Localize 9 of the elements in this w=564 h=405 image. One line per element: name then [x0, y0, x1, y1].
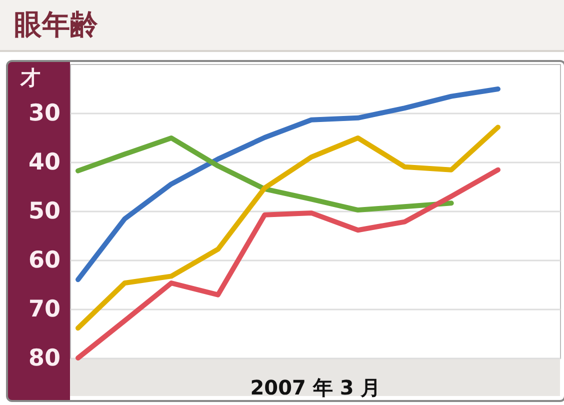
y-tick-label: 70: [28, 296, 60, 322]
y-tick-label: 60: [28, 248, 60, 274]
y-tick-label: 30: [28, 100, 60, 126]
x-axis-title: 2007 年 3 月: [250, 376, 381, 400]
y-tick-label: 50: [28, 198, 60, 224]
chart-title: 眼年齢: [14, 7, 98, 43]
y-tick-label: 40: [28, 150, 60, 176]
y-axis-title: 才: [20, 68, 40, 90]
y-tick-label: 80: [28, 346, 60, 372]
